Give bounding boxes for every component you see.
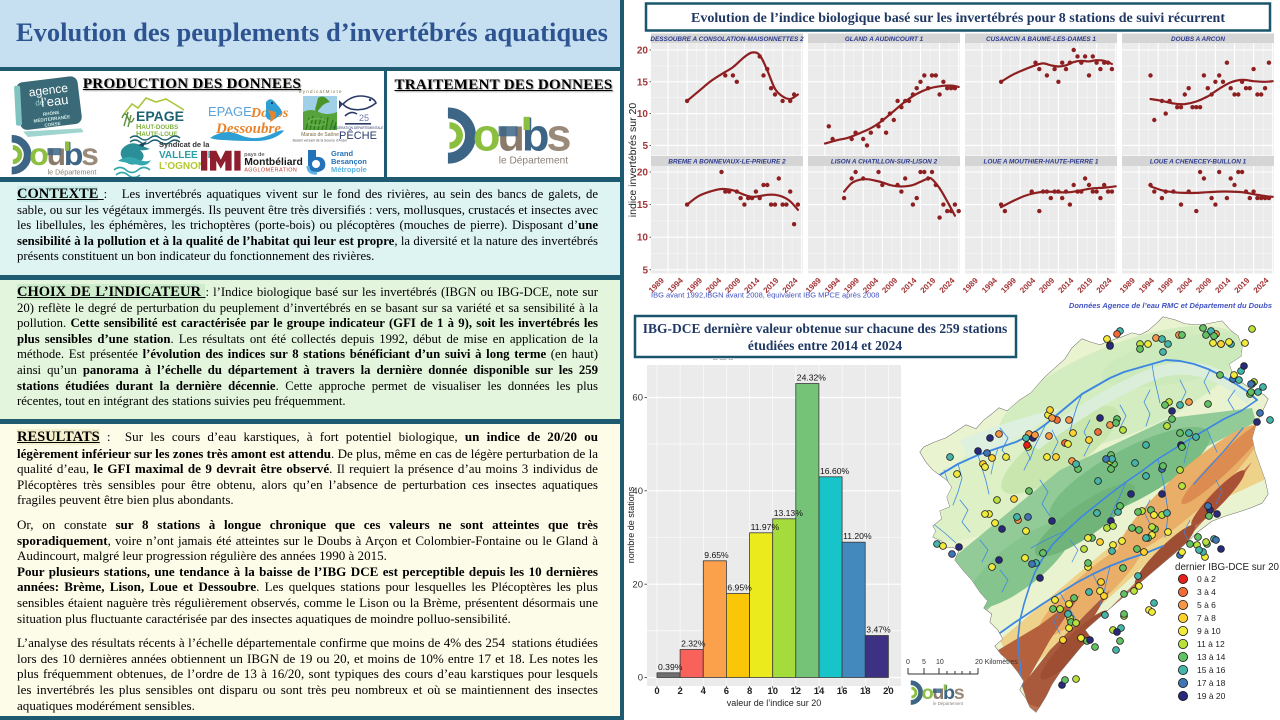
svg-text:14: 14 bbox=[814, 686, 825, 697]
svg-text:0: 0 bbox=[654, 686, 659, 697]
svg-text:l’eau: l’eau bbox=[40, 92, 69, 110]
svg-text:HAUT-DOUBS: HAUT-DOUBS bbox=[136, 122, 178, 131]
svg-text:5: 5 bbox=[642, 265, 648, 276]
svg-text:0: 0 bbox=[638, 673, 643, 684]
svg-text:16.60%: 16.60% bbox=[820, 466, 850, 476]
svg-text:LISON A CHATILLON-SUR-LISON 2: LISON A CHATILLON-SUR-LISON 2 bbox=[831, 159, 938, 166]
svg-text:24.32%: 24.32% bbox=[797, 373, 827, 383]
svg-text:le Département: le Département bbox=[499, 156, 568, 167]
svg-text:agence: agence bbox=[28, 81, 69, 100]
svg-text:60: 60 bbox=[632, 393, 643, 404]
svg-text:20: 20 bbox=[637, 168, 649, 179]
svg-text:11.20%: 11.20% bbox=[843, 531, 872, 541]
svg-text:DOUBS A ARCON: DOUBS A ARCON bbox=[1171, 36, 1225, 43]
svg-text:étudiées entre 2014 et 2024: étudiées entre 2014 et 2024 bbox=[748, 338, 902, 353]
svg-text:19 à 20: 19 à 20 bbox=[1197, 691, 1226, 701]
svg-text:15: 15 bbox=[637, 200, 649, 211]
svg-text:10: 10 bbox=[637, 109, 649, 120]
svg-text:BREME A BONNEVAUX-LE-PRIEURE 2: BREME A BONNEVAUX-LE-PRIEURE 2 bbox=[668, 159, 786, 166]
svg-text:5: 5 bbox=[642, 141, 648, 152]
svg-text:Montbéliard: Montbéliard bbox=[244, 157, 303, 168]
svg-text:AGGLOMÉRATION: AGGLOMÉRATION bbox=[244, 167, 297, 174]
svg-text:0: 0 bbox=[906, 659, 910, 666]
svg-text:13 à 14: 13 à 14 bbox=[1197, 652, 1226, 662]
svg-text:Evolution de l’indice biologiq: Evolution de l’indice biologique basé su… bbox=[691, 11, 1225, 26]
svg-text:IBG avant 1992,IBGN avant 2008: IBG avant 1992,IBGN avant 2008, équivale… bbox=[651, 291, 879, 300]
svg-text:PÊCHE: PÊCHE bbox=[339, 129, 377, 142]
svg-text:RHÔNE: RHÔNE bbox=[42, 108, 59, 117]
svg-text:40: 40 bbox=[632, 486, 643, 497]
svg-text:25: 25 bbox=[359, 113, 369, 123]
svg-text:oubs: oubs bbox=[473, 109, 571, 160]
svg-text:nombre de stations: nombre de stations bbox=[626, 486, 636, 563]
svg-text:L’OGNON: L’OGNON bbox=[159, 161, 205, 172]
svg-text:le Département: le Département bbox=[48, 168, 97, 176]
svg-text:9 à 10: 9 à 10 bbox=[1197, 626, 1221, 636]
svg-text:Métropole: Métropole bbox=[331, 165, 367, 174]
svg-text:FÉDÉRATION DÉPARTEMENTALE: FÉDÉRATION DÉPARTEMENTALE bbox=[333, 125, 384, 130]
svg-text:5 à 6: 5 à 6 bbox=[1197, 600, 1216, 610]
svg-text:pays de: pays de bbox=[244, 152, 264, 158]
svg-text:Bassin versant de la Source d’: Bassin versant de la Source d’Arcier bbox=[293, 139, 349, 143]
svg-text:Syndicat de la: Syndicat de la bbox=[159, 140, 210, 149]
svg-text:2: 2 bbox=[677, 686, 682, 697]
svg-text:6: 6 bbox=[724, 686, 729, 697]
svg-text:11 à 12: 11 à 12 bbox=[1197, 639, 1225, 649]
svg-text:15 à 16: 15 à 16 bbox=[1197, 665, 1226, 675]
svg-text:16: 16 bbox=[837, 686, 848, 697]
svg-text:Marais de Saône: Marais de Saône bbox=[301, 132, 339, 138]
svg-text:oubs: oubs bbox=[922, 682, 965, 704]
svg-text:18: 18 bbox=[860, 686, 871, 697]
svg-text:indice invertébrés sur 20: indice invertébrés sur 20 bbox=[627, 103, 639, 218]
svg-text:20 Kilomètres: 20 Kilomètres bbox=[975, 659, 1018, 666]
svg-text:Grand: Grand bbox=[331, 149, 354, 158]
svg-text:4: 4 bbox=[701, 686, 707, 697]
svg-text:dernier IBG-DCE sur 20: dernier IBG-DCE sur 20 bbox=[1175, 562, 1280, 573]
svg-text:0.39%: 0.39% bbox=[658, 662, 683, 672]
svg-text:10: 10 bbox=[637, 233, 649, 244]
svg-text:3 à 4: 3 à 4 bbox=[1197, 587, 1216, 597]
svg-text:S y n d i c a t M i x t e: S y n d i c a t M i x t e bbox=[298, 89, 342, 94]
svg-text:17 à 18: 17 à 18 bbox=[1197, 678, 1226, 688]
svg-text:2.32%: 2.32% bbox=[681, 639, 706, 649]
svg-text:11.97%: 11.97% bbox=[751, 522, 780, 532]
svg-text:EPAGE: EPAGE bbox=[208, 104, 252, 119]
svg-text:15: 15 bbox=[637, 77, 649, 88]
svg-text:IBG-DCE dernière valeur obten: IBG-DCE dernière valeur obtenue sur chac… bbox=[643, 321, 1008, 336]
svg-text:valeur de l’indice sur 20: valeur de l’indice sur 20 bbox=[727, 698, 822, 708]
svg-text:LOUE A CHENECEY-BUILLON 1: LOUE A CHENECEY-BUILLON 1 bbox=[1150, 159, 1247, 166]
svg-text:GLAND A AUDINCOURT 1: GLAND A AUDINCOURT 1 bbox=[845, 36, 924, 43]
svg-text:Données Agence de l’eau RMC et: Données Agence de l’eau RMC et Départeme… bbox=[1069, 301, 1272, 310]
svg-text:0 à 2: 0 à 2 bbox=[1197, 574, 1216, 584]
svg-text:5: 5 bbox=[922, 659, 926, 666]
svg-text:MÉDITERRANÉE: MÉDITERRANÉE bbox=[33, 112, 70, 123]
svg-text:9.65%: 9.65% bbox=[704, 550, 729, 560]
svg-text:10: 10 bbox=[936, 659, 944, 666]
svg-text:CUSANCIN A BAUME-LES-DAMES 1: CUSANCIN A BAUME-LES-DAMES 1 bbox=[986, 36, 1096, 43]
svg-text:7 à 8: 7 à 8 bbox=[1197, 613, 1216, 623]
svg-text:le Département: le Département bbox=[933, 701, 964, 706]
svg-text:ˉˉ ˉˉˉ ˉˉ: ˉˉ ˉˉˉ ˉˉ bbox=[713, 359, 734, 366]
svg-text:HAUTE-LOUE: HAUTE-LOUE bbox=[136, 129, 178, 138]
svg-text:oubs: oubs bbox=[29, 136, 98, 172]
svg-text:CORSE: CORSE bbox=[44, 121, 61, 128]
svg-text:13.13%: 13.13% bbox=[774, 508, 804, 518]
svg-text:3.47%: 3.47% bbox=[866, 625, 891, 635]
svg-text:Besançon: Besançon bbox=[331, 157, 367, 166]
svg-text:12: 12 bbox=[791, 686, 802, 697]
svg-text:LOUE A MOUTHIER-HAUTE-PIERRE 1: LOUE A MOUTHIER-HAUTE-PIERRE 1 bbox=[984, 159, 1099, 166]
svg-text:6.95%: 6.95% bbox=[727, 583, 752, 593]
svg-text:8: 8 bbox=[747, 686, 752, 697]
svg-text:EPAGE: EPAGE bbox=[136, 108, 184, 124]
svg-text:de: de bbox=[35, 98, 45, 108]
svg-text:VALLEE DE: VALLEE DE bbox=[159, 150, 215, 161]
svg-text:20: 20 bbox=[883, 686, 894, 697]
svg-text:DESSOUBRE A CONSOLATION-MAISON: DESSOUBRE A CONSOLATION-MAISONNETTES 2 bbox=[650, 36, 804, 43]
svg-text:20: 20 bbox=[637, 46, 649, 57]
svg-text:10: 10 bbox=[767, 686, 778, 697]
svg-text:20: 20 bbox=[632, 579, 643, 590]
